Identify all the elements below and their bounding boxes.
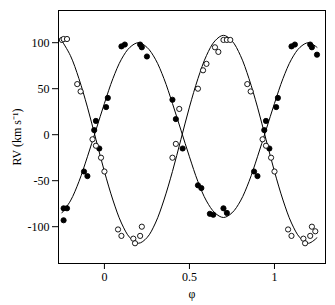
svg-text:0: 0 [44, 128, 50, 142]
svg-text:0.5: 0.5 [182, 270, 197, 284]
svg-text:-50: -50 [34, 174, 50, 188]
svg-text:0: 0 [101, 270, 107, 284]
svg-text:1: 1 [271, 270, 277, 284]
svg-text:φ: φ [189, 287, 196, 301]
svg-text:RV (km s⁻¹): RV (km s⁻¹) [10, 108, 24, 165]
svg-text:50: 50 [38, 82, 50, 96]
svg-text:100: 100 [32, 36, 50, 50]
svg-text:-100: -100 [28, 220, 50, 234]
